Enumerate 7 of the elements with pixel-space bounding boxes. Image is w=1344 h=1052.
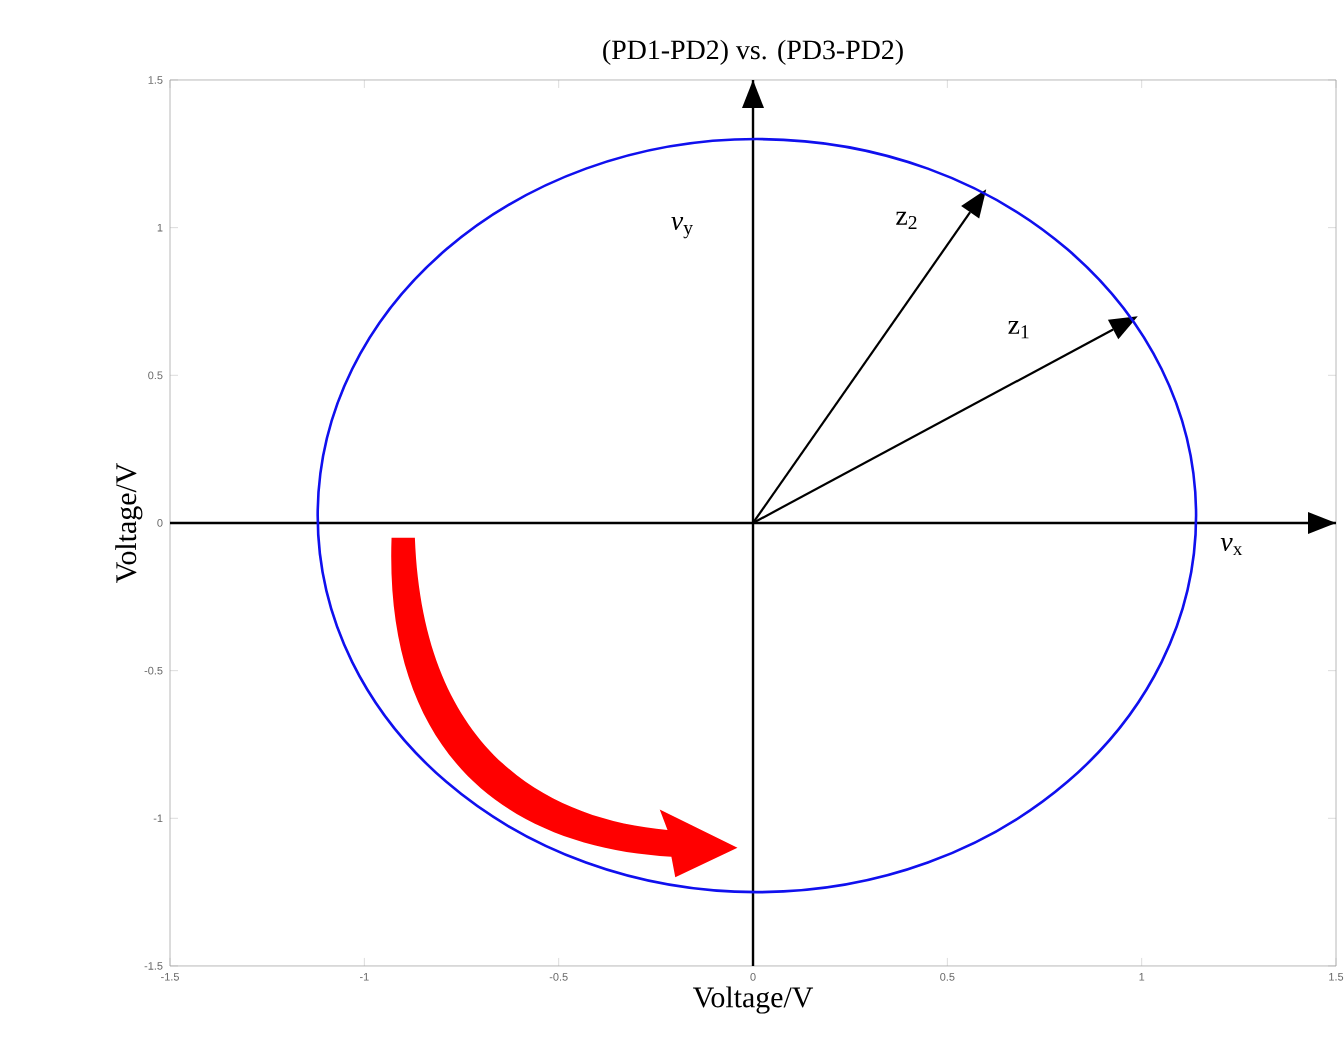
x-axis-title: Voltage/V <box>693 986 814 1014</box>
chart-title: (PD1-PD2) vs. (PD3-PD2) <box>603 39 903 65</box>
y-axis-title: Voltage/V <box>115 462 143 583</box>
annotation: z$_{2}$ <box>896 211 917 229</box>
ref-line-label: v$_{y}$ <box>671 216 693 239</box>
ref-line-label: v$_{x}$ <box>1220 538 1243 556</box>
annotation: z$_{1}$ <box>1008 321 1029 339</box>
